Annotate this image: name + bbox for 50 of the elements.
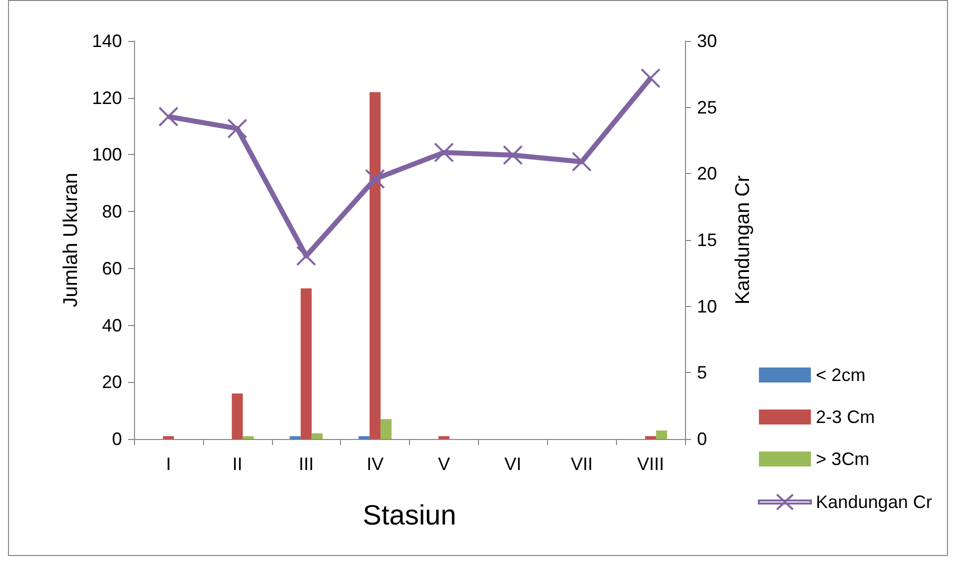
bar [232,394,243,439]
y2-tick-label: 30 [697,31,718,51]
y-tick-label: 120 [92,88,122,108]
bar [438,436,450,439]
y-axis-title: Jumlah Ukuran [60,172,82,308]
point [296,246,316,266]
y2-tick-label: 25 [697,97,718,118]
y-tick-label: 0 [112,429,122,449]
bar [290,436,301,439]
x-tick-label: VI [504,454,522,474]
bar [358,436,370,439]
y-tick-label: 60 [102,258,122,278]
bar [645,436,656,439]
bar [656,430,668,439]
point [158,106,178,127]
y2-tick-label: 5 [697,362,708,383]
y-tick-label: 20 [102,372,122,392]
bar [380,419,392,439]
x-tick-label: IV [366,454,384,474]
bar [162,436,174,439]
x-tick-label: III [298,454,314,474]
x-tick-label: II [232,454,242,474]
point [640,68,661,88]
point [434,142,454,162]
y2-tick-label: 10 [697,296,718,316]
y-tick-label: 40 [102,315,122,336]
point [502,145,523,166]
y-tick-label: 140 [92,31,122,51]
point [365,168,386,189]
y2-tick-label: 15 [697,230,718,250]
y-tick-label: 100 [92,144,122,165]
point [572,152,592,172]
legend-label: 2-3 Cm [816,407,875,427]
legend-label: Kandungan Cr [816,492,932,512]
y-tick-label: 80 [102,202,122,222]
x-axis-title: Stasiun [362,500,456,530]
x-tick-label: VII [570,454,593,474]
x-tick-label: V [438,454,450,474]
y2-tick-label: 0 [697,429,708,449]
legend-label: > 3Cm [816,449,870,469]
bar [370,92,381,439]
point [227,118,248,139]
y2-axis-title: Kandungan Cr [732,175,754,304]
y2-tick-label: 20 [697,164,718,184]
bar [300,288,312,439]
bar [242,436,254,439]
legend-label: < 2cm [816,365,866,385]
bar [312,433,323,439]
x-tick-label: I [166,454,171,474]
x-tick-label: VIII [637,454,664,474]
